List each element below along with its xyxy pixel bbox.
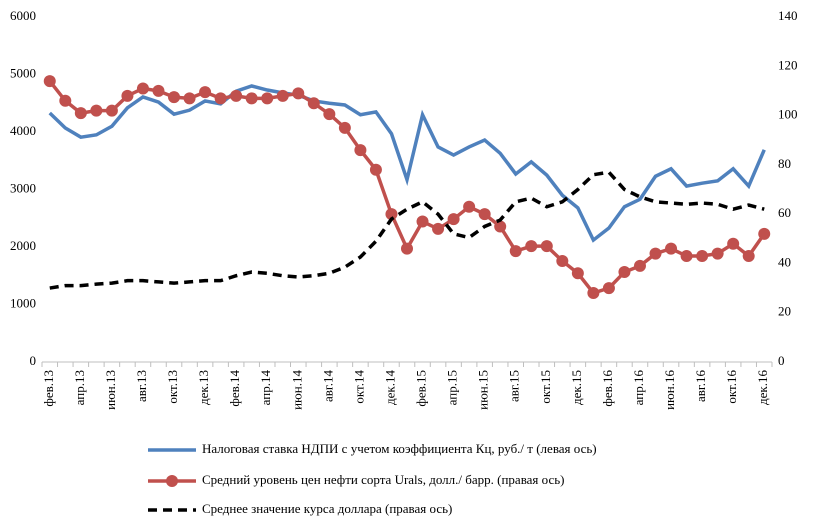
y-tick-label: 2000 — [10, 238, 36, 253]
x-tick-label: дек.13 — [196, 370, 211, 405]
y2-tick-label: 40 — [778, 254, 791, 269]
series-marker — [665, 242, 678, 255]
series-marker — [696, 250, 709, 263]
series-marker — [478, 208, 491, 221]
x-tick-label: фев.16 — [600, 370, 615, 407]
legend-label: Налоговая ставка НДПИ с учетом коэффицие… — [202, 441, 597, 456]
series-marker — [540, 240, 553, 253]
series-marker — [136, 82, 149, 95]
y-tick-label: 3000 — [10, 180, 36, 195]
x-tick-label: дек.16 — [755, 370, 770, 405]
x-tick-label: окт.16 — [724, 370, 739, 404]
series-marker — [168, 91, 181, 104]
series-marker — [105, 104, 118, 117]
series-line — [48, 84, 766, 243]
x-tick-label: окт.13 — [165, 370, 180, 404]
series-marker — [633, 259, 646, 272]
series-marker — [463, 200, 476, 213]
series-marker — [183, 92, 196, 105]
series-marker — [121, 89, 134, 102]
x-tick-label: авг.14 — [320, 370, 335, 403]
y2-tick-label: 80 — [778, 156, 791, 171]
series-marker — [602, 282, 615, 295]
x-tick-label: фев.14 — [227, 370, 242, 407]
series-marker — [354, 144, 367, 157]
series-marker — [525, 240, 538, 253]
series-line — [48, 79, 766, 296]
y2-tick-label: 120 — [778, 57, 798, 72]
series-marker — [432, 222, 445, 235]
y-tick-label: 4000 — [10, 123, 36, 138]
series-marker — [230, 89, 243, 102]
series-marker — [711, 247, 724, 260]
x-tick-label: фев.13 — [41, 370, 56, 407]
series-marker — [90, 104, 103, 117]
y-tick-label: 6000 — [10, 8, 36, 23]
y2-tick-label: 100 — [778, 107, 798, 122]
x-tick-label: дек.15 — [569, 370, 584, 405]
x-tick-label: апр.14 — [258, 370, 273, 406]
x-tick-label: апр.16 — [631, 370, 646, 406]
series-marker — [199, 86, 212, 99]
series-marker — [385, 208, 398, 221]
series-marker — [416, 215, 429, 228]
x-tick-label: дек.14 — [382, 370, 397, 405]
series-marker — [758, 227, 771, 240]
x-tick-label: авг.16 — [693, 370, 708, 403]
series-line — [49, 170, 765, 290]
series-marker — [214, 92, 227, 105]
x-tick-label: апр.13 — [72, 370, 87, 405]
series-marker — [276, 89, 289, 102]
x-tick-label: июн.15 — [476, 370, 491, 410]
series-marker — [649, 247, 662, 260]
x-tick-label: авг.15 — [507, 370, 522, 402]
legend-marker — [166, 475, 178, 487]
series-marker — [618, 266, 631, 279]
series-marker — [680, 250, 693, 263]
series-marker — [447, 213, 460, 226]
legend-label: Средний уровень цен нефти сорта Urals, д… — [202, 472, 565, 487]
x-tick-label: авг.13 — [134, 370, 149, 402]
y-tick-label: 1000 — [10, 295, 36, 310]
series-marker — [369, 163, 382, 176]
series-marker — [74, 107, 87, 120]
series-marker — [292, 87, 305, 100]
series-marker — [261, 92, 274, 105]
y2-tick-label: 0 — [778, 353, 785, 368]
series-marker — [59, 94, 72, 107]
x-tick-label: июн.14 — [289, 370, 304, 410]
series-marker — [338, 121, 351, 134]
y-tick-label: 0 — [30, 353, 37, 368]
series-marker — [43, 75, 56, 88]
series-marker — [307, 97, 320, 110]
series-marker — [571, 267, 584, 280]
x-tick-label: июн.13 — [103, 370, 118, 410]
x-tick-label: окт.15 — [538, 370, 553, 404]
series-marker — [587, 287, 600, 299]
series-marker — [245, 92, 258, 105]
series-marker — [509, 245, 522, 258]
y2-tick-label: 20 — [778, 304, 791, 319]
x-tick-label: июн.16 — [662, 370, 677, 410]
y-tick-label: 5000 — [10, 65, 36, 80]
x-tick-label: фев.15 — [414, 370, 429, 407]
x-tick-label: окт.14 — [351, 370, 366, 404]
y2-tick-label: 140 — [778, 8, 798, 23]
y2-tick-label: 60 — [778, 205, 791, 220]
series-marker — [323, 108, 336, 121]
legend-label: Среднее значение курса доллара (правая о… — [202, 501, 452, 516]
series-marker — [494, 220, 507, 233]
x-tick-label: апр.15 — [445, 370, 460, 405]
series-marker — [401, 242, 413, 255]
series-marker — [742, 250, 755, 263]
series-marker — [727, 237, 740, 250]
series-marker — [152, 84, 165, 97]
series-marker — [556, 254, 569, 267]
